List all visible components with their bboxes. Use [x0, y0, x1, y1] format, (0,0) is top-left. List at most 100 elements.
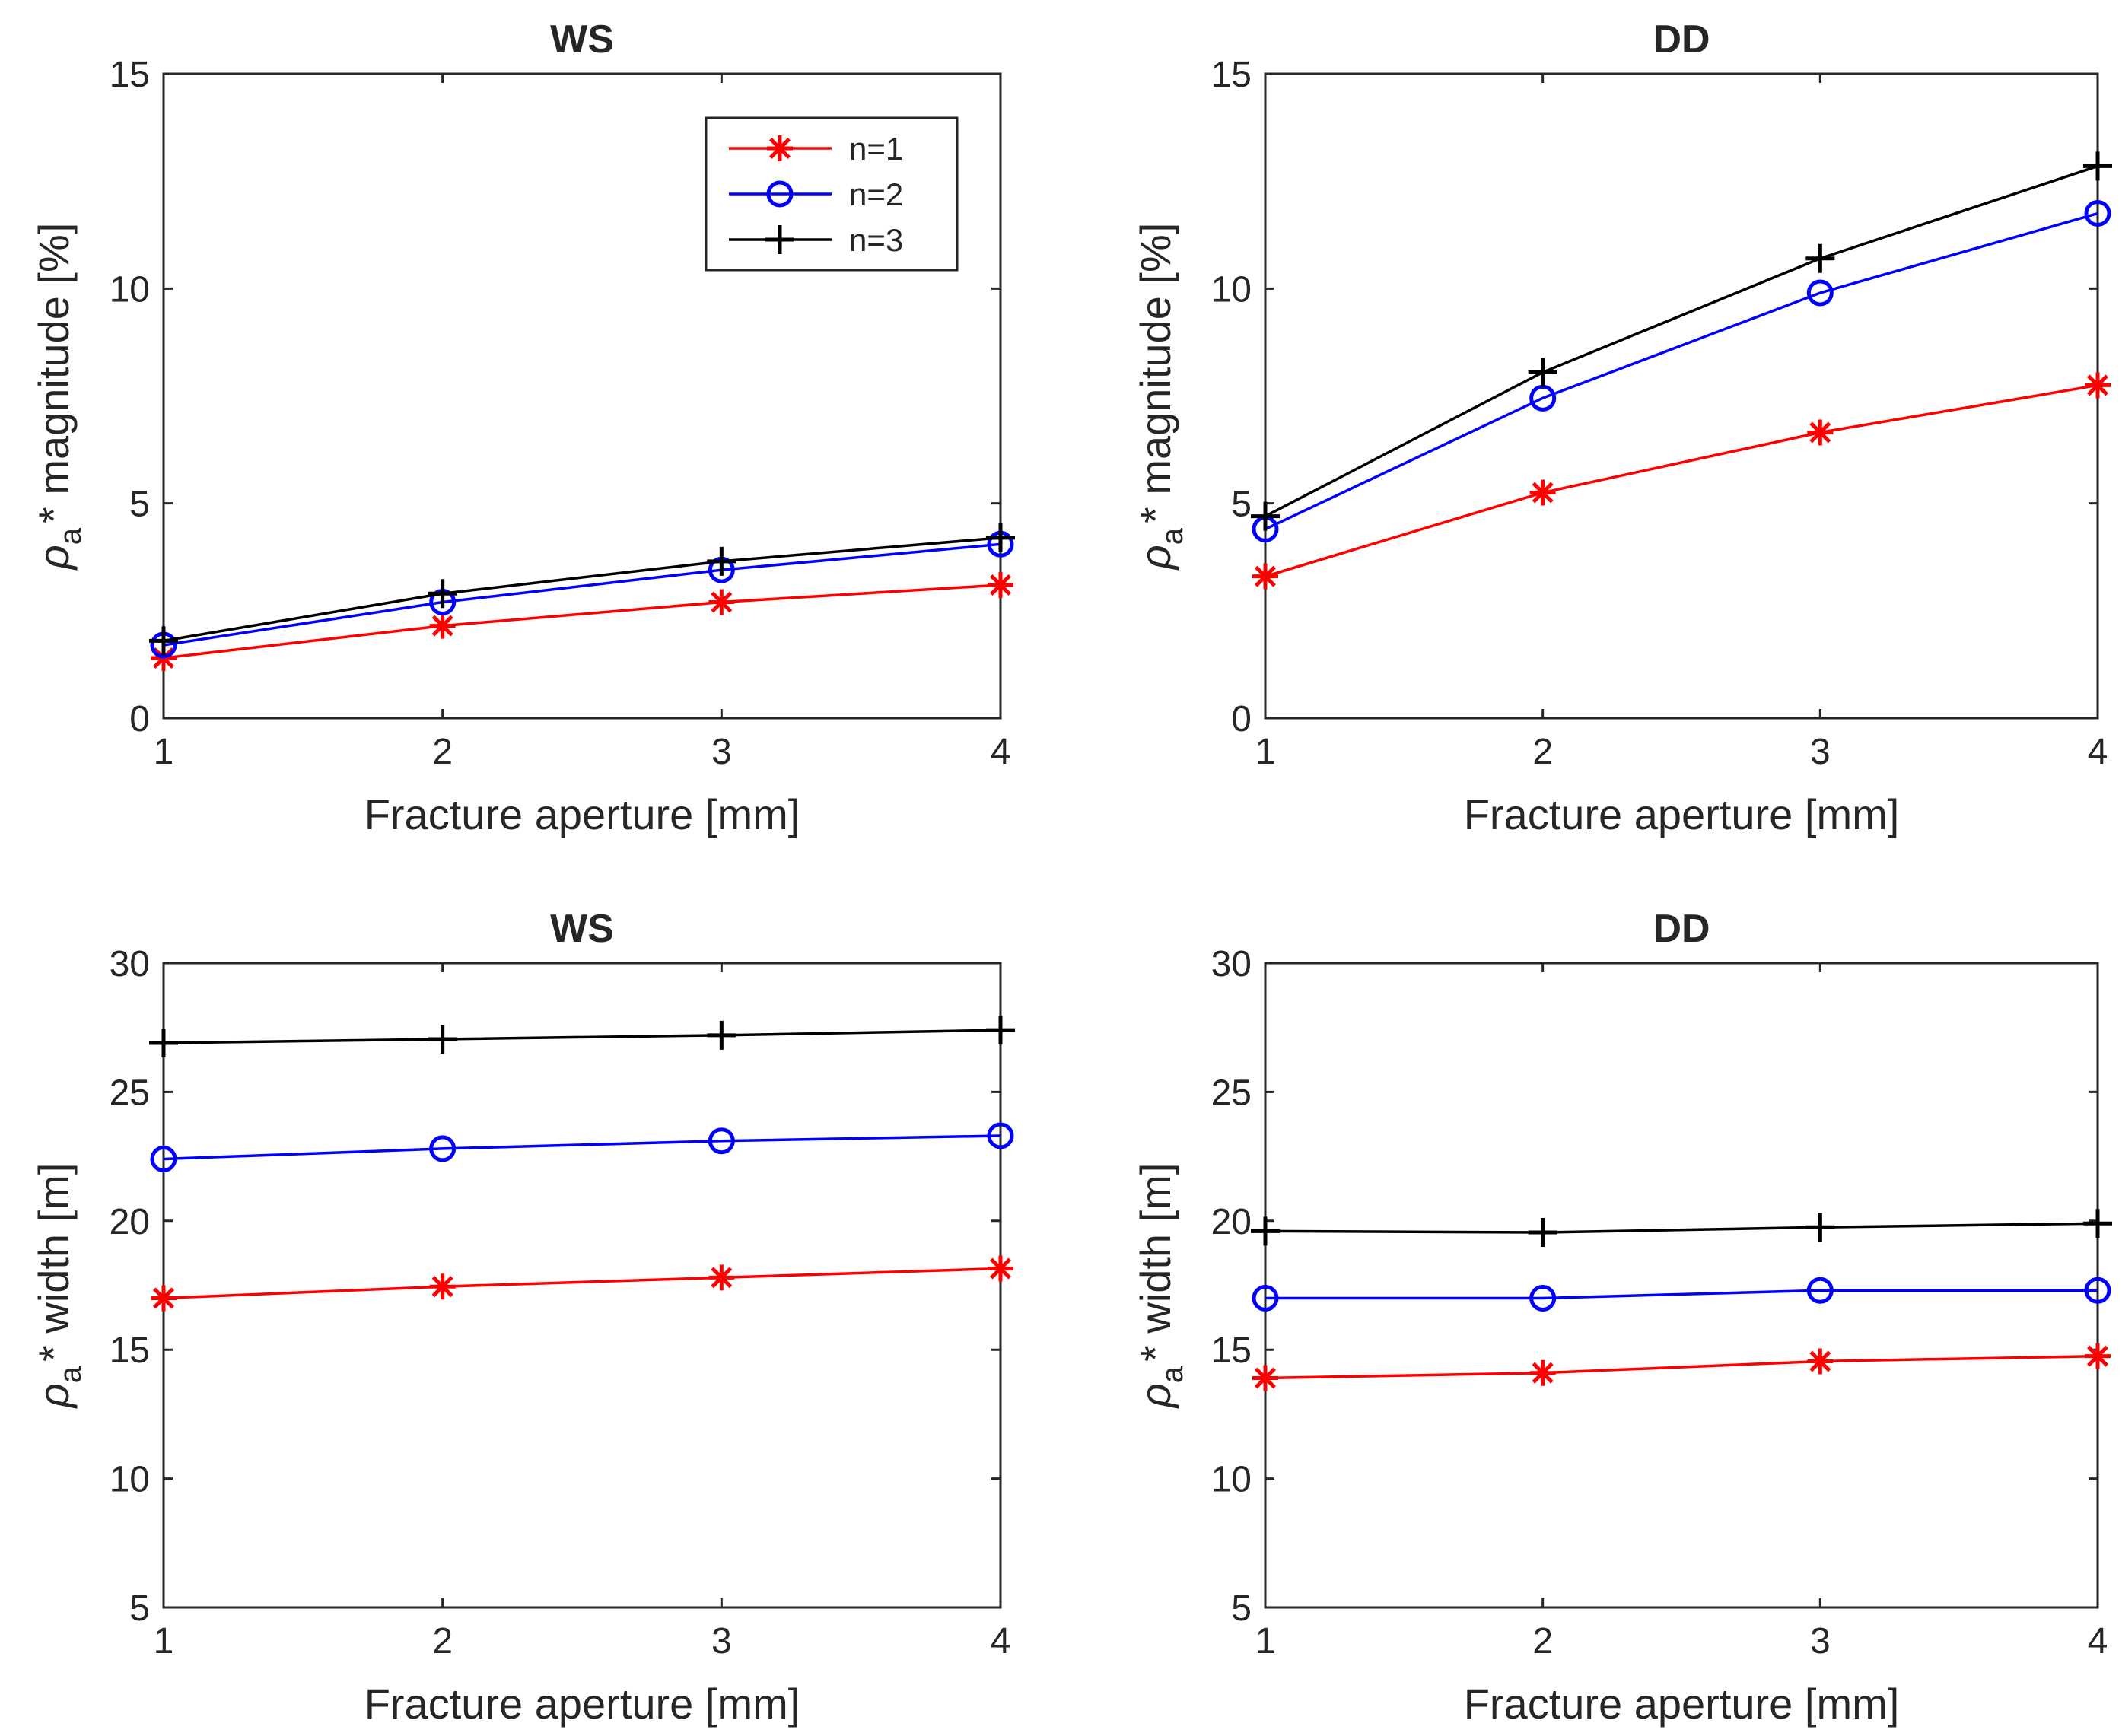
data-point-plus [2083, 151, 2112, 181]
chart-title: DD [1653, 17, 1710, 62]
data-point-asterisk [429, 612, 456, 639]
series-n2 [150, 1122, 1014, 1172]
y-tick-label: 5 [129, 485, 150, 525]
data-point-plus [1251, 1216, 1280, 1246]
x-tick-label: 1 [154, 1621, 174, 1661]
y-tick-label: 15 [1211, 1331, 1252, 1371]
series-line [163, 542, 1001, 647]
data-point-asterisk [988, 571, 1013, 598]
y-axis-label-text: * width [m] [1131, 1163, 1179, 1362]
y-tick-label: 15 [1211, 55, 1252, 95]
data-point-circle [1806, 1277, 1834, 1304]
chart-panel-1: WS 1 2 3 4 0 5 10 15 Fracture aperture [mm] ρa * ma… [30, 17, 1015, 838]
data-point-asterisk [1252, 563, 1278, 590]
x-tick-label: 3 [1810, 1621, 1831, 1661]
x-tick-label: 4 [2088, 732, 2108, 772]
plot-area [162, 962, 1002, 1609]
data-point-asterisk [708, 1264, 735, 1291]
series-line [163, 1267, 1001, 1300]
y-tick-label: 20 [110, 1202, 150, 1242]
y-axis-label: ρa * width [m] [1131, 1163, 1189, 1410]
legend: n=1 n=2 n=3 [705, 116, 959, 272]
x-tick-label: 2 [1532, 1621, 1553, 1661]
legend-label: n=2 [849, 176, 903, 212]
series-n3 [149, 523, 1015, 656]
data-point-plus [149, 1029, 178, 1058]
data-point-plus [428, 579, 457, 609]
y-axis-label-subscript: a [1156, 1366, 1189, 1383]
series-line [1265, 164, 2098, 518]
series-line [1265, 1289, 2098, 1300]
legend-label: n=1 [849, 131, 903, 167]
y-tick-label: 5 [1231, 485, 1252, 525]
data-point-plus [1805, 243, 1835, 273]
legend-marker-plus [765, 225, 794, 254]
data-point-plus [1528, 1218, 1557, 1248]
y-tick-label: 25 [110, 1073, 150, 1113]
data-point-asterisk [1807, 1348, 1834, 1375]
chart-panel-2: DD 1 2 3 4 0 5 10 15 Fracture aperture [mm] ρa * ma… [1131, 17, 2112, 838]
data-point-plus [707, 1020, 736, 1050]
y-tick-label: 10 [110, 1460, 150, 1500]
chart-panel-4: DD 1 2 3 4 5 10 15 20 25 30 Fracture aperture [mm] ρ… [1131, 907, 2112, 1728]
data-point-asterisk [1807, 419, 1834, 446]
series-n1 [1252, 1343, 2111, 1391]
y-axis-label-text: * width [m] [30, 1163, 78, 1362]
data-point-asterisk [1252, 1365, 1278, 1391]
series-line [1265, 211, 2098, 531]
series-n2 [1252, 1277, 2111, 1312]
x-axis-label: Fracture aperture [mm] [1464, 1680, 1900, 1728]
y-axis-label-symbol: ρ [1131, 1383, 1179, 1409]
y-axis-label-subscript: a [1156, 527, 1189, 545]
y-tick-label: 30 [1211, 944, 1252, 984]
data-point-plus [707, 546, 736, 576]
y-axis-label-symbol: ρ [30, 1383, 78, 1409]
series-n1 [151, 1255, 1013, 1312]
y-tick-label: 25 [1211, 1073, 1252, 1113]
legend-marker-circle [766, 180, 794, 208]
y-axis-label: ρa * magnitude [%] [1131, 223, 1189, 571]
y-tick-label: 5 [1231, 1588, 1252, 1629]
y-tick-label: 0 [129, 699, 150, 739]
x-tick-label: 4 [991, 732, 1011, 772]
data-point-asterisk [2085, 372, 2111, 399]
y-axis-label-symbol: ρ [1131, 545, 1179, 571]
data-point-circle [1252, 1284, 1279, 1312]
data-point-circle [1806, 279, 1834, 307]
series-line [1265, 1354, 2098, 1380]
data-point-circle [987, 1122, 1014, 1149]
series-n1 [1252, 372, 2111, 590]
y-axis-label: ρa * magnitude [%] [30, 223, 87, 571]
data-point-asterisk [1529, 479, 1556, 506]
data-point-asterisk [2085, 1343, 2111, 1369]
series-line [163, 536, 1001, 643]
x-tick-label: 1 [154, 732, 174, 772]
legend-label: n=3 [849, 222, 903, 258]
x-tick-label: 1 [1255, 1621, 1276, 1661]
y-tick-label: 0 [1231, 699, 1252, 739]
y-tick-label: 10 [1211, 1460, 1252, 1500]
data-point-circle [2084, 1277, 2111, 1304]
data-point-plus [428, 1024, 457, 1054]
y-axis-label-text: * magnitude [%] [30, 223, 78, 523]
data-point-asterisk [708, 589, 735, 615]
chart-panel-3: WS 1 2 3 4 5 10 15 20 25 30 Fracture aperture [mm] ρ… [30, 907, 1015, 1728]
data-point-circle [429, 1135, 457, 1162]
data-point-plus [149, 626, 178, 656]
data-point-circle [1529, 1284, 1557, 1312]
x-axis-label: Fracture aperture [mm] [1464, 790, 1900, 838]
chart-title: WS [550, 17, 614, 62]
x-tick-label: 3 [711, 1621, 732, 1661]
data-point-plus [986, 523, 1015, 552]
chart-title: WS [550, 907, 614, 951]
x-tick-label: 3 [1810, 732, 1831, 772]
series-line [163, 583, 1001, 660]
series-line [1265, 383, 2098, 578]
x-tick-label: 3 [711, 732, 732, 772]
y-tick-label: 15 [110, 55, 150, 95]
data-point-plus [1528, 358, 1557, 387]
y-tick-label: 5 [129, 1588, 150, 1629]
data-point-circle [150, 1145, 177, 1172]
data-point-plus [1805, 1213, 1835, 1242]
